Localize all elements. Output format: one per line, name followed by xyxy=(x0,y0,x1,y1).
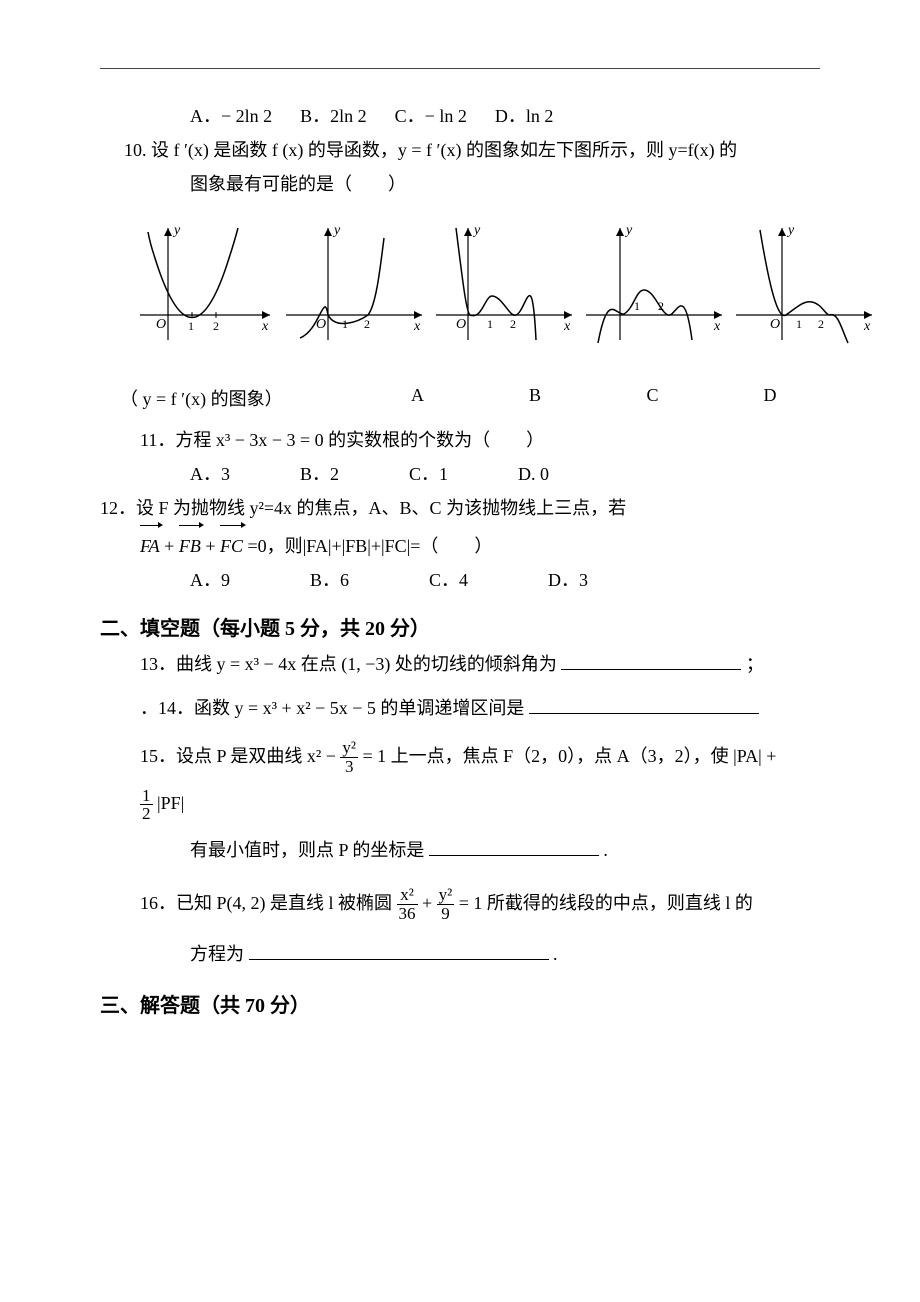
q15-half-num: 1 xyxy=(140,787,153,805)
axis-x-label: x xyxy=(863,319,871,334)
q9-opt-a: A．− 2ln 2 xyxy=(190,99,272,133)
axis-x-label: x xyxy=(563,319,571,334)
q15-line3b: . xyxy=(603,840,608,860)
section-3-title: 三、解答题（共 70 分） xyxy=(100,989,820,1018)
q10-stem-1: 10. 设 f ′(x) 是函数 f (x) 的导函数，y = f ′(x) 的… xyxy=(100,133,820,167)
q15-line3: 有最小值时，则点 P 的坐标是 . xyxy=(100,833,820,867)
graph-fprime: y x O 1 2 xyxy=(130,220,280,355)
q10-graphs: y x O 1 2 y x O xyxy=(100,220,820,355)
tick-1: 1 xyxy=(487,317,493,331)
q9-opt-b: B．2ln 2 xyxy=(300,99,367,133)
q16-yden: 9 xyxy=(437,904,455,923)
q12-opt-b: B．6 xyxy=(310,563,349,597)
q15-frac: y² 3 xyxy=(340,739,358,776)
q16-xden: 36 xyxy=(397,904,418,923)
q15-half: 1 2 xyxy=(140,787,153,824)
axis-y-label: y xyxy=(624,223,633,238)
q15-line3a: 有最小值时，则点 P 的坐标是 xyxy=(190,840,424,860)
q15-pre1: 15．设点 P 是双曲线 x² − xyxy=(140,746,340,766)
q11-opt-a: A．3 xyxy=(190,457,230,491)
q15-frac-den: 3 xyxy=(340,757,358,776)
tick-1: 1 xyxy=(796,317,802,331)
axis-y-label: y xyxy=(472,223,481,238)
q12-options: A．9 B．6 C．4 D．3 xyxy=(100,563,820,597)
q15-mid1: = 1 上一点，焦点 F（2，0），点 A（3，2），使 |PA| + xyxy=(363,746,777,766)
q16-line2a: 方程为 xyxy=(190,944,244,964)
plus-1: + xyxy=(164,536,179,556)
q13-pre: 13．曲线 y = x³ − 4x 在点 (1, −3) 处的切线的倾斜角为 xyxy=(140,654,557,674)
tick-2: 2 xyxy=(364,317,370,331)
q15-mid2: |PF| xyxy=(157,793,184,813)
q16-plus: + xyxy=(422,893,437,913)
q14-pre: ．14．函数 y = x³ + x² − 5x − 5 的单调递增区间是 xyxy=(140,698,524,718)
graph-b: y x O 1 2 xyxy=(430,220,580,355)
vec-fc: FC xyxy=(220,525,243,563)
q10-stem-2: 图象最有可能的是（ ） xyxy=(100,167,820,201)
axis-x-label: x xyxy=(413,319,421,334)
q10-labels: （ y = f ′(x) 的图象） A B C D xyxy=(100,385,820,411)
vec-fa: FA xyxy=(140,525,160,563)
q16-blank xyxy=(249,940,549,960)
q16-frac-y: y² 9 xyxy=(437,886,455,923)
q15-line2: 1 2 |PF| xyxy=(100,786,820,823)
q12-stem-1: 12．设 F 为抛物线 y²=4x 的焦点，A、B、C 为该抛物线上三点，若 xyxy=(100,491,820,525)
q15-line1: 15．设点 P 是双曲线 x² − y² 3 = 1 上一点，焦点 F（2，0）… xyxy=(100,739,820,776)
q16-frac-x: x² 36 xyxy=(397,886,418,923)
origin-label: O xyxy=(456,317,466,332)
axis-x-label: x xyxy=(713,319,721,334)
q12-tail: =0，则|FA|+|FB|+|FC|=（ ） xyxy=(248,536,493,556)
label-b: B xyxy=(515,385,555,411)
q16-line1: 16．已知 P(4, 2) 是直线 l 被椭圆 x² 36 + y² 9 = 1… xyxy=(100,886,820,923)
q16-line2b: . xyxy=(553,944,558,964)
q12-opt-c: C．4 xyxy=(429,563,468,597)
section-2-title: 二、填空题（每小题 5 分，共 20 分） xyxy=(100,612,820,641)
origin-label: O xyxy=(156,317,166,332)
q12-opt-d: D．3 xyxy=(548,563,588,597)
axis-y-label: y xyxy=(786,223,795,238)
graph-a: y x O 1 2 xyxy=(280,220,430,355)
q15-frac-num: y² xyxy=(340,739,358,757)
tick-1: 1 xyxy=(188,319,194,333)
q12-stem-2: FA + FB + FC =0，则|FA|+|FB|+|FC|=（ ） xyxy=(100,525,820,563)
graph-d: y x O 1 2 xyxy=(730,220,880,355)
q9-opt-c: C．− ln 2 xyxy=(395,99,467,133)
q11-opt-d: D. 0 xyxy=(518,457,549,491)
q16-line2: 方程为 . xyxy=(100,937,820,971)
q14-blank xyxy=(529,694,759,714)
q11-stem: 11．方程 x³ − 3x − 3 = 0 的实数根的个数为（ ） xyxy=(100,423,820,457)
q13: 13．曲线 y = x³ − 4x 在点 (1, −3) 处的切线的倾斜角为 ； xyxy=(100,647,820,681)
q12-opt-a: A．9 xyxy=(190,563,230,597)
q11-opt-b: B．2 xyxy=(300,457,339,491)
vec-fb: FB xyxy=(179,525,201,563)
plus-2: + xyxy=(205,536,220,556)
q16-pre: 16．已知 P(4, 2) 是直线 l 被椭圆 xyxy=(140,893,397,913)
graph-c: y x 1 2 xyxy=(580,220,730,355)
origin-label: O xyxy=(770,317,780,332)
q9-opt-d: D．ln 2 xyxy=(495,99,554,133)
label-c: C xyxy=(633,385,673,411)
tick-2: 2 xyxy=(510,317,516,331)
q9-options: A．− 2ln 2 B．2ln 2 C．− ln 2 D．ln 2 xyxy=(100,99,820,133)
q11-options: A．3 B．2 C．1 D. 0 xyxy=(100,457,820,491)
q13-blank xyxy=(561,650,741,670)
header-rule xyxy=(100,68,820,69)
q15-half-den: 2 xyxy=(140,804,153,823)
axis-y-label: y xyxy=(332,223,341,238)
label-a: A xyxy=(398,385,438,411)
q14: ．14．函数 y = x³ + x² − 5x − 5 的单调递增区间是 xyxy=(100,691,820,725)
axis-y-label: y xyxy=(172,223,181,238)
q16-mid: = 1 所截得的线段的中点，则直线 l 的 xyxy=(459,893,753,913)
q11-opt-c: C．1 xyxy=(409,457,448,491)
q15-blank xyxy=(429,836,599,856)
tick-2: 2 xyxy=(818,317,824,331)
tick-1: 1 xyxy=(634,299,640,313)
fprime-caption: （ y = f ′(x) 的图象） xyxy=(120,385,320,411)
tick-2: 2 xyxy=(213,319,219,333)
label-d: D xyxy=(750,385,790,411)
q13-post: ； xyxy=(746,654,764,674)
q16-xnum: x² xyxy=(397,886,418,904)
axis-x-label: x xyxy=(261,319,269,334)
q16-ynum: y² xyxy=(437,886,455,904)
